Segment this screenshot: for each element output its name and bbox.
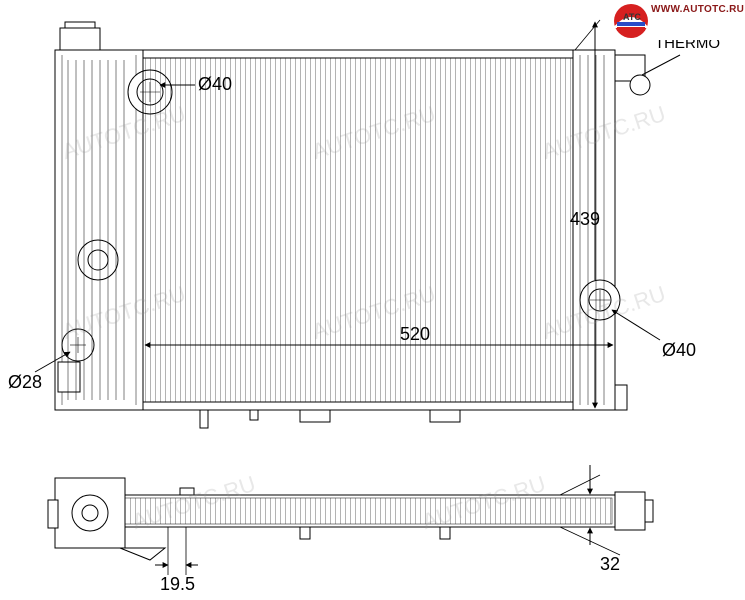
dim-port-top-label: Ø40 [198, 74, 232, 94]
radiator-core [143, 50, 573, 410]
svg-text:ATC: ATC [623, 12, 641, 22]
front-view: 439 520 Ø40 THERMO Ø28 Ø40 [8, 20, 720, 428]
dim-port-left-bottom-label: Ø28 [8, 372, 42, 392]
brand-url: WWW.AUTOTC.RU [651, 4, 744, 15]
dim-tank-width: 19.5 [155, 527, 198, 594]
brand-logo: ATC WWW.AUTOTC.RU [609, 2, 739, 40]
dim-width-label: 520 [400, 324, 430, 344]
dim-port-right-label: Ø40 [662, 340, 696, 360]
dim-tank-width-label: 19.5 [160, 574, 195, 594]
technical-drawing: 439 520 Ø40 THERMO Ø28 Ø40 [0, 0, 745, 600]
thermo-label-group: THERMO [642, 35, 720, 75]
dim-height-label: 439 [570, 209, 600, 229]
dim-thickness-label: 32 [600, 554, 620, 574]
right-tank [573, 50, 650, 410]
side-view: 19.5 32 [48, 465, 653, 594]
dim-port-right: Ø40 [612, 310, 696, 360]
